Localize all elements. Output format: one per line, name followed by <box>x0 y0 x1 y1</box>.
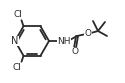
Text: O: O <box>84 28 91 38</box>
Text: NH: NH <box>57 37 71 45</box>
Text: N: N <box>11 36 19 46</box>
Text: Cl: Cl <box>12 63 21 72</box>
Text: Cl: Cl <box>13 10 22 19</box>
Text: O: O <box>72 47 78 57</box>
